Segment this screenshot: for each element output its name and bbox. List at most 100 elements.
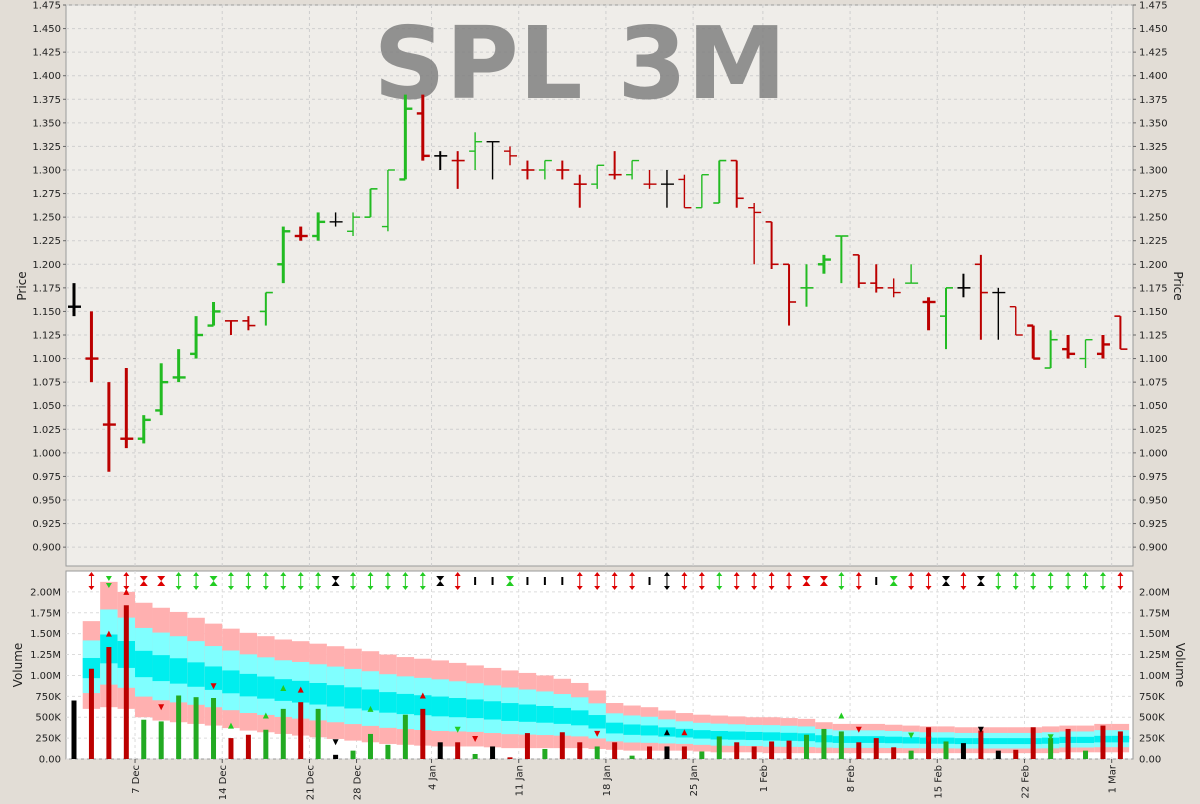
ohlc-bar — [591, 164, 605, 189]
signal-arrow-down — [681, 586, 688, 590]
price-tick-label: 1.375 — [32, 95, 61, 106]
signal-arrow-up — [960, 572, 967, 576]
ohlc-bar — [1009, 306, 1023, 336]
volume-bar — [1065, 728, 1071, 759]
signal-marker — [976, 576, 985, 586]
volume-band-inner — [396, 693, 415, 715]
volume-bar — [263, 729, 269, 759]
ohlc-bar — [190, 316, 204, 359]
signal-marker — [436, 576, 445, 586]
price-tick-label: 1.275 — [32, 189, 61, 200]
signal-marker — [611, 572, 618, 590]
signal-arrow-up — [245, 572, 252, 576]
price-tick-label: 0.925 — [1139, 519, 1168, 530]
volume-band-inner — [553, 707, 572, 724]
volume-bar — [803, 734, 809, 759]
volume-bar — [647, 746, 653, 759]
date-tick-label: 21 Dec — [305, 765, 316, 800]
price-tick-label: 0.950 — [32, 496, 61, 507]
signal-hourglass-bottom — [802, 581, 811, 586]
ohlc-bar — [643, 170, 657, 189]
signal-arrow-up — [262, 572, 269, 576]
volume-y-ticks-right: 0.00 250K 500K 750K 1.00M 1.25M 1.50M 1.75M 2.00… — [1139, 587, 1170, 765]
volume-bar — [577, 742, 583, 759]
ohlc-bar — [486, 141, 500, 180]
volume-bar — [333, 754, 339, 759]
price-tick-label: 1.125 — [1139, 331, 1168, 342]
volume-bar — [629, 755, 635, 759]
signal-arrow-up — [175, 572, 182, 576]
volume-band-inner — [850, 736, 868, 743]
signal-marker — [838, 572, 845, 590]
ohlc-bar — [1096, 335, 1110, 359]
ohlc-bar — [259, 291, 273, 326]
volume-marker-down — [332, 739, 339, 746]
signal-arrow-up — [629, 572, 636, 576]
volume-bar — [280, 708, 286, 759]
volume-bar — [141, 719, 147, 759]
volume-marker-up — [681, 729, 688, 736]
signal-marker — [960, 572, 967, 590]
signal-arrow-down — [105, 576, 112, 581]
date-tick-label: 4 Jan — [428, 765, 439, 790]
signal-marker — [402, 572, 409, 590]
ohlc-bar — [608, 151, 622, 180]
volume-bar — [245, 734, 251, 759]
volume-bar — [350, 750, 356, 759]
signal-arrow-up — [88, 572, 95, 576]
volume-bar — [385, 744, 391, 759]
signal-arrow-down — [384, 586, 391, 590]
signal-arrow-down — [733, 586, 740, 590]
signal-marker — [123, 572, 130, 590]
signal-arrow-up — [193, 572, 200, 576]
signal-arrow-down — [280, 586, 287, 590]
ohlc-bar — [765, 221, 779, 269]
price-tick-label: 1.350 — [32, 118, 61, 129]
ohlc-bar — [521, 160, 535, 180]
volume-tick-label: 1.50M — [1139, 629, 1170, 640]
price-tick-label: 0.950 — [1139, 496, 1168, 507]
volume-bar — [716, 736, 722, 759]
volume-band-inner — [466, 699, 484, 719]
price-tick-label: 1.025 — [32, 425, 61, 436]
signal-marker — [227, 572, 234, 590]
signal-hourglass-top — [157, 576, 166, 581]
signal-arrow-up — [1012, 572, 1019, 576]
signal-arrow-up — [786, 572, 793, 576]
volume-band-inner — [728, 731, 746, 740]
price-tick-label: 1.100 — [32, 354, 61, 365]
signal-arrow-down — [227, 586, 234, 590]
volume-bar — [960, 743, 966, 759]
price-y-ticks-right: 0.900 0.925 0.950 0.975 1.000 1.025 1.050 1.075… — [1133, 1, 1168, 554]
signal-arrow-up — [838, 572, 845, 576]
volume-band-inner — [954, 738, 973, 745]
ohlc-bars — [68, 94, 1128, 472]
signal-marker — [698, 572, 705, 590]
volume-bar — [88, 668, 94, 759]
signal-hourglass-bottom — [139, 581, 148, 586]
volume-marker-up — [262, 712, 269, 719]
price-tick-label: 1.475 — [32, 1, 61, 12]
signal-marker — [802, 576, 811, 586]
ohlc-bar — [573, 174, 587, 208]
volume-bar — [420, 708, 426, 759]
signal-arrow-down — [1012, 586, 1019, 590]
ohlc-bar — [451, 151, 465, 189]
signal-hourglass-top — [506, 576, 514, 581]
signal-arrow-down — [663, 586, 670, 590]
volume-bar — [158, 721, 164, 759]
signal-arrow-up — [350, 572, 357, 576]
ohlc-bar — [329, 212, 343, 227]
price-tick-label: 1.000 — [32, 448, 61, 459]
volume-bar — [71, 700, 77, 759]
signal-marker — [889, 576, 898, 586]
signal-marker — [908, 572, 915, 590]
signal-arrow-down — [995, 586, 1002, 590]
signal-arrow-up — [681, 572, 688, 576]
signal-arrow-up — [716, 572, 723, 576]
volume-band-inner — [414, 695, 432, 716]
volume-panel: 0.00 250K 500K 750K 1.00M 1.25M 1.50M 1.75M 2.00… — [11, 570, 1187, 800]
signal-hourglass-bottom — [436, 581, 445, 586]
volume-axis-label-right: Volume — [1173, 643, 1187, 688]
